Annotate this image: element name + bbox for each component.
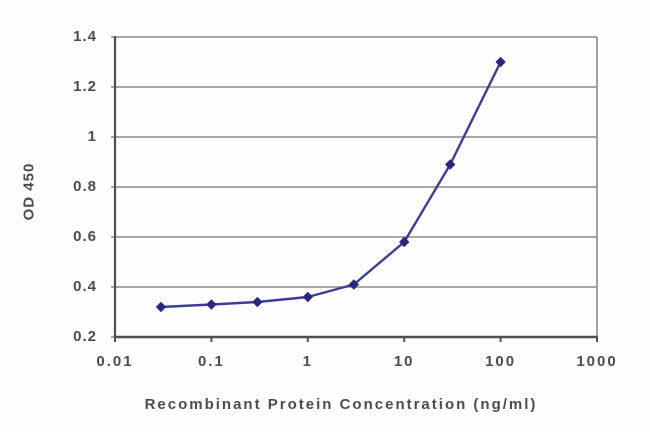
data-point bbox=[302, 291, 313, 303]
y-tick-label: 0.2 bbox=[73, 328, 97, 345]
x-tick-label: 0.1 bbox=[197, 353, 225, 370]
data-point bbox=[348, 279, 359, 290]
data-point bbox=[206, 299, 217, 310]
x-tick-label: 1000 bbox=[576, 353, 618, 370]
data-point bbox=[444, 159, 456, 170]
y-tick-label: 1.2 bbox=[73, 78, 97, 95]
y-tick-label: 0.6 bbox=[73, 228, 97, 245]
x-tick-label: 1 bbox=[302, 353, 313, 370]
y-axis-title: OD 450 bbox=[20, 162, 38, 221]
data-point bbox=[399, 236, 410, 248]
x-tick-label: 100 bbox=[485, 353, 517, 370]
y-tick-label: 0.8 bbox=[73, 178, 97, 195]
y-tick-label: 0.4 bbox=[73, 278, 97, 295]
data-point bbox=[495, 56, 506, 68]
y-tick-label: 1.4 bbox=[73, 28, 97, 45]
y-tick-label: 1 bbox=[87, 128, 97, 145]
x-tick-label: 0.01 bbox=[96, 353, 134, 370]
x-tick-label: 10 bbox=[393, 353, 415, 370]
data-point bbox=[252, 296, 263, 308]
data-point bbox=[155, 301, 167, 313]
x-axis-title: Recombinant Protein Concentration (ng/ml… bbox=[144, 396, 538, 413]
data-line bbox=[160, 61, 502, 309]
